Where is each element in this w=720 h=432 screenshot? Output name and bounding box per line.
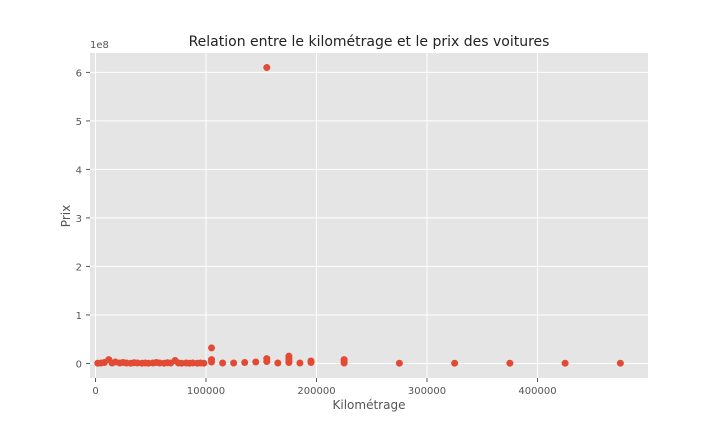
scatter-point [285, 358, 293, 366]
chart-title: Relation entre le kilométrage et le prix… [189, 34, 550, 50]
x-axis-ticks: 0 100000 200000 300000 400000 [92, 378, 557, 397]
y-tick-label: 0 [76, 359, 82, 370]
scatter-point [296, 359, 304, 367]
scatter-point [451, 359, 459, 367]
scatter-point [241, 358, 249, 366]
y-axis-ticks: 0 1 2 3 4 5 6 [76, 68, 90, 370]
scatter-point [208, 358, 216, 366]
y-tick-label: 5 [76, 117, 82, 128]
scatter-point [208, 344, 216, 352]
scatter-point [230, 359, 238, 367]
y-axis-label: Prix [59, 205, 73, 227]
scatter-point [307, 358, 315, 366]
y-tick-label: 2 [76, 262, 82, 273]
plot-area [90, 53, 648, 378]
x-tick-label: 100000 [187, 386, 225, 397]
scatter-point [506, 359, 514, 367]
scatter-point [561, 359, 569, 367]
data-points [94, 64, 624, 367]
scatter-point [395, 359, 403, 367]
scatter-point [263, 64, 271, 72]
scatter-point [219, 359, 227, 367]
x-tick-label: 200000 [297, 386, 335, 397]
y-tick-label: 3 [76, 214, 82, 225]
x-tick-label: 0 [92, 386, 98, 397]
scatter-point [340, 359, 348, 367]
y-tick-label: 1 [76, 311, 82, 322]
scatter-point [252, 358, 260, 366]
scatter-point [274, 359, 282, 367]
x-tick-label: 400000 [518, 386, 556, 397]
scatter-point [200, 359, 208, 367]
scatter-point [616, 359, 624, 367]
scatter-point [263, 358, 271, 366]
x-axis-label: Kilométrage [333, 398, 406, 412]
x-tick-label: 300000 [408, 386, 446, 397]
y-tick-label: 6 [76, 68, 82, 79]
y-tick-label: 4 [76, 165, 82, 176]
y-axis-offset-label: 1e8 [90, 40, 109, 51]
